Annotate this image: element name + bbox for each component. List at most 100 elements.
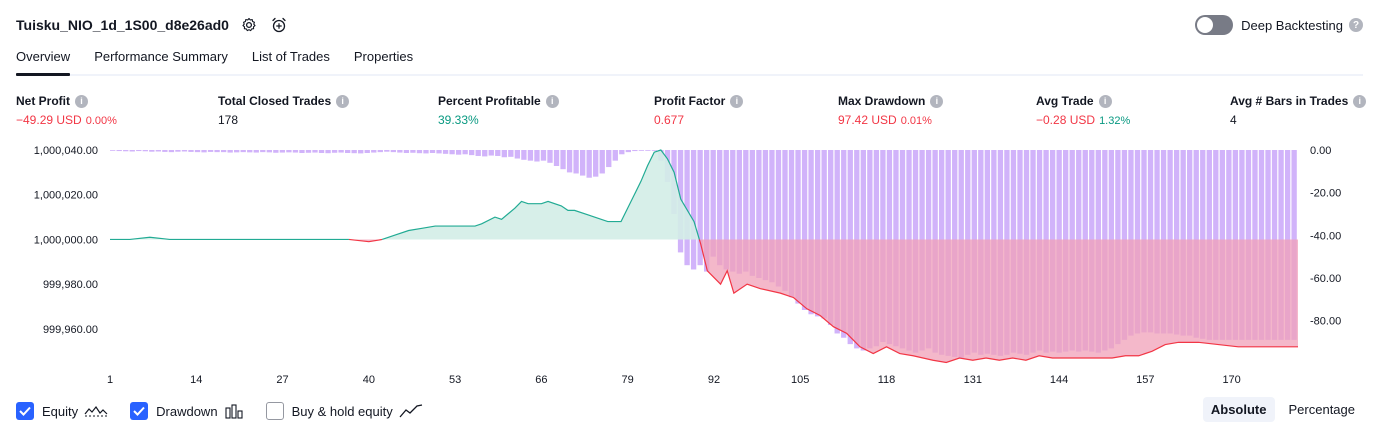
drawdown-bar (338, 150, 344, 153)
equity-drawdown-chart[interactable]: 1,000,040.00 1,000,020.00 1,000,000.00 999,… (0, 136, 1379, 390)
drawdown-bar (593, 150, 599, 177)
equity-line (110, 149, 1298, 364)
drawdown-bar (566, 150, 573, 173)
drawdown-bar (299, 150, 305, 153)
deep-backtesting-toggle[interactable] (1195, 15, 1234, 35)
equity-checkbox[interactable] (16, 402, 34, 420)
drawdown-bar (403, 150, 410, 153)
info-icon[interactable]: i (730, 94, 744, 108)
x-axis-tick: 40 (363, 374, 375, 386)
info-icon[interactable]: i (336, 94, 350, 108)
drawdown-label: Drawdown (156, 403, 218, 419)
metric-value: 0.677 (654, 113, 685, 127)
metric-avg-bars-in-trades: Avg # Bars in Trades i 4 (1230, 94, 1367, 127)
drawdown-bar (442, 150, 449, 154)
drawdown-bar (651, 150, 658, 151)
drawdown-bar (351, 150, 357, 154)
x-axis-tick: 144 (1050, 374, 1068, 386)
tab-list-of-trades[interactable]: List of Trades (251, 49, 330, 64)
drawdown-bar (436, 150, 442, 154)
legend-buy-hold[interactable]: Buy & hold equity (265, 402, 423, 420)
x-axis-tick: 118 (878, 374, 896, 386)
drawdown-bar (495, 150, 501, 156)
drawdown-bar (762, 150, 769, 281)
drawdown-bar (710, 150, 716, 257)
left-axis-tick: 1,000,040.00 (34, 145, 98, 157)
help-icon[interactable]: ? (1349, 18, 1363, 32)
drawdown-bar (194, 150, 201, 153)
equity-line-negative (698, 239, 1298, 364)
metric-label: Max Drawdown (838, 94, 926, 108)
percentage-button[interactable]: Percentage (1288, 402, 1356, 417)
metric-percent: 0.01% (900, 115, 932, 127)
equity-line-positive (381, 149, 700, 241)
drawdown-bar (573, 150, 579, 174)
metric-unit: USD (1069, 113, 1096, 127)
left-axis: 1,000,040.00 1,000,020.00 1,000,000.00 999,… (34, 145, 98, 336)
drawdown-bar (756, 150, 762, 278)
drawdown-bar (123, 150, 129, 152)
drawdown-bar (560, 150, 566, 170)
metric-percent-profitable: Percent Profitable i 39.33% (438, 94, 559, 127)
legend-equity[interactable]: Equity (16, 402, 108, 420)
equity-line-icon (84, 403, 108, 419)
drawdown-bar (423, 150, 429, 154)
tab-overview[interactable]: Overview (16, 48, 71, 76)
info-icon[interactable]: i (545, 94, 559, 108)
drawdown-bar (384, 150, 390, 152)
metric-value: −49.29 (16, 113, 54, 127)
drawdown-bar (514, 150, 521, 159)
drawdown-bar (684, 150, 690, 266)
info-icon[interactable]: i (75, 94, 88, 108)
drawdown-bar (175, 150, 181, 152)
drawdown-bar (234, 150, 240, 153)
drawdown-bar (390, 150, 397, 153)
drawdown-bar (704, 150, 710, 272)
metric-max-drawdown: Max Drawdown i 97.42 USD 0.01% (838, 94, 944, 127)
deep-backtesting-control: Deep Backtesting ? (1195, 12, 1363, 38)
equity-area (110, 150, 1298, 363)
metric-label: Net Profit (16, 94, 70, 108)
metric-net-profit: Net Profit i −49.29 USD 0.00% (16, 94, 117, 127)
metric-profit-factor: Profit Factor i 0.677 (654, 94, 744, 127)
drawdown-bar (717, 150, 723, 266)
drawdown-bar (586, 150, 592, 178)
info-icon[interactable]: i (1098, 94, 1112, 108)
x-axis-tick: 170 (1222, 374, 1240, 386)
info-icon[interactable]: i (930, 94, 944, 108)
left-axis-tick: 1,000,020.00 (34, 190, 98, 202)
drawdown-bar (214, 150, 220, 153)
drawdown-bar (247, 150, 253, 153)
metric-label: Total Closed Trades (218, 94, 332, 108)
drawdown-bar (462, 150, 468, 155)
metric-label: Percent Profitable (438, 94, 541, 108)
drawdown-checkbox[interactable] (130, 402, 149, 420)
right-axis-tick: -80.00 (1310, 316, 1341, 328)
drawdown-bar (828, 150, 834, 325)
drawdown-bar (429, 150, 436, 153)
tab-properties[interactable]: Properties (353, 49, 414, 64)
drawdown-bar (181, 150, 188, 152)
legend-drawdown[interactable]: Drawdown (130, 402, 243, 420)
buy-hold-label: Buy & hold equity (291, 403, 393, 419)
x-axis-tick: 131 (964, 374, 982, 386)
drawdown-bar (469, 150, 475, 156)
x-axis-tick: 53 (449, 374, 461, 386)
alarm-clock-plus-icon[interactable] (269, 15, 289, 35)
x-axis: 1 14 27 40 53 66 79 92 105 118 131 144 157 170 (107, 374, 1241, 386)
drawdown-bar (305, 150, 312, 153)
drawdown-bar (527, 150, 534, 161)
drawdown-bar (606, 150, 612, 168)
gear-icon[interactable] (239, 15, 259, 35)
metric-percent: 1.32% (1099, 115, 1131, 127)
absolute-button[interactable]: Absolute (1202, 397, 1275, 422)
equity-line-negative (348, 238, 383, 243)
info-icon[interactable]: i (1353, 94, 1367, 108)
drawdown-bar (638, 150, 645, 151)
tab-performance-summary[interactable]: Performance Summary (94, 49, 228, 64)
view-mode-switch: Absolute Percentage (1197, 397, 1363, 422)
x-axis-tick: 14 (190, 374, 202, 386)
metric-value: 178 (218, 113, 239, 127)
drawdown-bar (168, 150, 175, 153)
buy-hold-checkbox[interactable] (265, 402, 284, 420)
